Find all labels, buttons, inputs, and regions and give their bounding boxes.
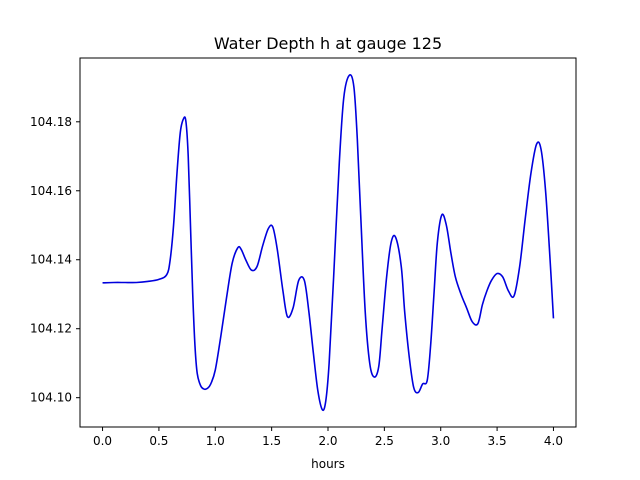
x-tick-label: 1.5 <box>262 434 281 448</box>
x-axis: 0.0 0.5 1.0 1.5 2.0 2.5 3.0 3.5 4.0 <box>93 427 563 448</box>
y-tick-label: 104.12 <box>30 322 72 336</box>
y-tick-label: 104.10 <box>30 391 72 405</box>
x-axis-label: hours <box>311 457 345 471</box>
series-line-0 <box>102 74 555 412</box>
y-axis: 104.10 104.12 104.14 104.16 104.18 <box>30 115 80 405</box>
x-tick-label: 0.5 <box>149 434 168 448</box>
chart-title: Water Depth h at gauge 125 <box>214 34 442 53</box>
plot-area <box>102 74 555 412</box>
y-tick-label: 104.16 <box>30 184 72 198</box>
x-tick-label: 3.5 <box>488 434 507 448</box>
x-tick-label: 2.0 <box>318 434 337 448</box>
x-tick-label: 1.0 <box>206 434 225 448</box>
x-tick-label: 0.0 <box>93 434 112 448</box>
x-tick-label: 4.0 <box>544 434 563 448</box>
y-tick-label: 104.14 <box>30 253 72 267</box>
y-tick-label: 104.18 <box>30 115 72 129</box>
x-tick-label: 2.5 <box>375 434 394 448</box>
x-tick-label: 3.0 <box>431 434 450 448</box>
axes-frame <box>79 57 577 428</box>
